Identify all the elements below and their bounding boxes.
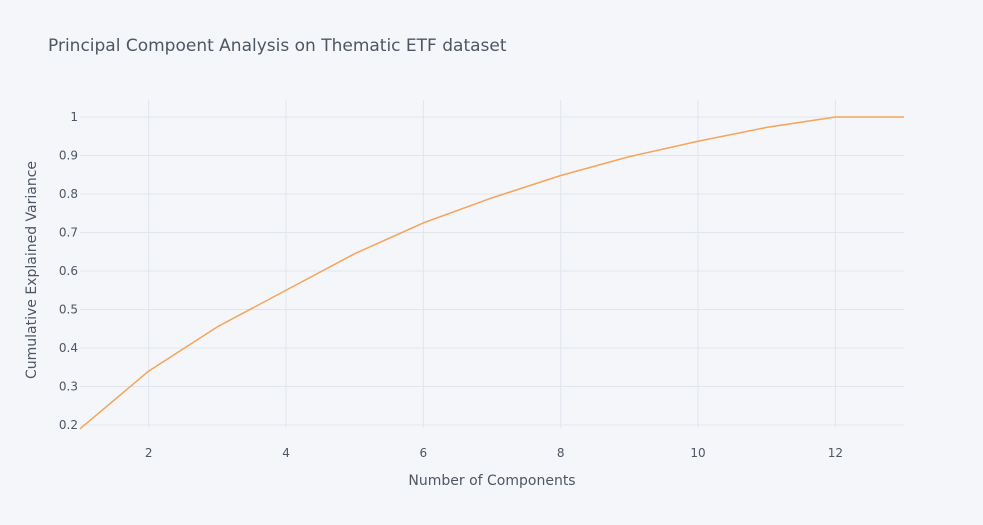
y-tick-label: 0.5: [59, 303, 78, 317]
y-tick-labels: 0.2 0.3 0.4 0.5 0.6 0.7 0.8 0.9 1: [59, 110, 78, 432]
y-tick-label: 0.2: [59, 418, 78, 432]
x-tick-labels: 2 4 6 8 10 12: [145, 446, 843, 460]
x-tick-label: 4: [282, 446, 290, 460]
y-tick-label: 0.8: [59, 187, 78, 201]
x-tick-label: 10: [690, 446, 705, 460]
x-tick-label: 8: [557, 446, 565, 460]
x-grid: [148, 100, 836, 428]
series-layer: [79, 116, 905, 430]
y-tick-label: 0.3: [59, 380, 78, 394]
x-tick-label: 2: [145, 446, 153, 460]
y-grid: [80, 116, 904, 426]
y-axis-title: Cumulative Explained Variance: [24, 161, 40, 379]
x-tick-label: 12: [828, 446, 843, 460]
y-tick-label: 0.4: [59, 341, 78, 355]
chart-title: Principal Compoent Analysis on Thematic …: [48, 36, 507, 56]
series-line: [79, 116, 905, 430]
x-axis-title: Number of Components: [408, 473, 575, 489]
x-tick-label: 6: [420, 446, 428, 460]
y-tick-label: 0.6: [59, 264, 78, 278]
y-tick-label: 0.9: [59, 149, 78, 163]
y-tick-label: 1: [70, 110, 78, 124]
y-tick-label: 0.7: [59, 226, 78, 240]
